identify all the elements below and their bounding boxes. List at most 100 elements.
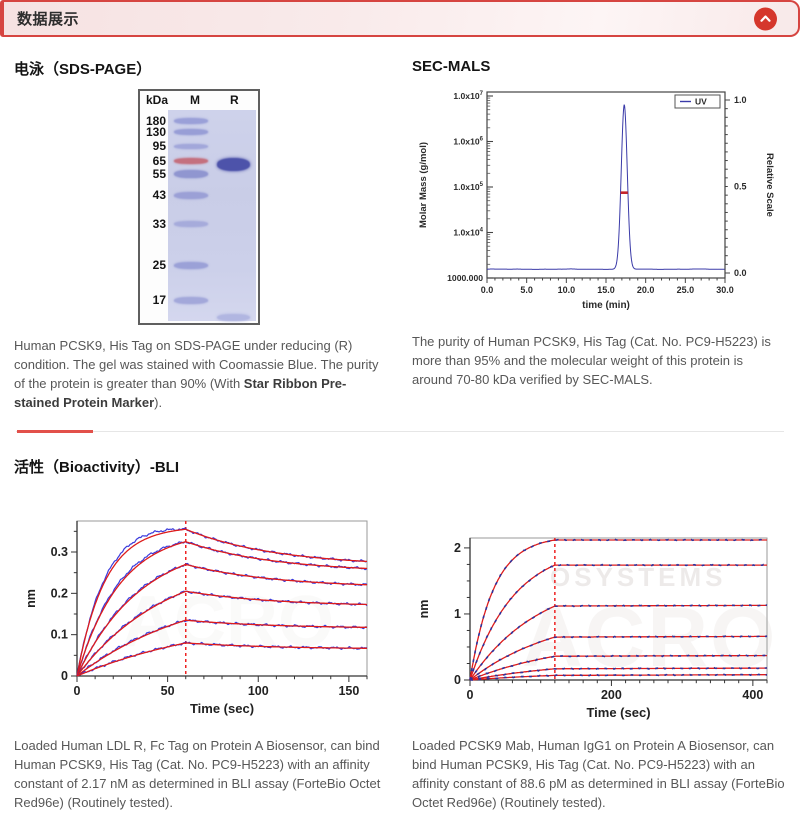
page-title: 数据展示 [17,11,80,28]
svg-text:0.2: 0.2 [51,586,68,600]
svg-text:0.3: 0.3 [51,545,68,559]
marker-product-name: Star Ribbon Pre-stained Protein Marker [14,375,347,410]
svg-text:Time (sec): Time (sec) [190,701,254,716]
sds-page-caption: Human PCSK9, His Tag on SDS-PAGE under r… [14,337,388,413]
svg-text:1: 1 [454,607,461,621]
svg-text:UV: UV [695,97,707,107]
svg-text:0.0: 0.0 [481,285,494,295]
svg-text:50: 50 [161,684,175,698]
gel-ladder-band [174,296,208,304]
svg-text:2: 2 [454,541,461,555]
svg-text:400: 400 [742,688,763,702]
svg-text:1.0x104: 1.0x104 [453,228,483,238]
data-curve [469,563,767,681]
gel-sample-band [217,313,250,321]
data-curve [76,541,368,676]
fit-curve [76,563,368,677]
svg-text:0.1: 0.1 [51,628,68,642]
svg-text:1.0x107: 1.0x107 [453,91,483,101]
data-display-header: 数据展示 [0,0,800,37]
row-electrophoresis-secmals: 电泳（SDS-PAGE） kDa M R 180 130 95 65 55 43 33 25 17 H… [14,58,786,413]
bli-axes: 0 200 400 0 1 2 Time (sec) nm [417,537,768,720]
svg-text:15.0: 15.0 [597,285,615,295]
svg-text:OSYSTEMS: OSYSTEMS [550,562,726,592]
svg-text:200: 200 [601,688,622,702]
section-sec-mals: SEC-MALS 0.0 5.0 10.0 15.0 20.0 25.0 30.0 time … [412,58,786,413]
data-curve [76,641,368,677]
svg-text:1.0x105: 1.0x105 [453,182,483,192]
gel-marker-label: 43 [152,188,166,202]
section-divider [16,429,784,433]
svg-text:150: 150 [338,684,359,698]
svg-text:0: 0 [74,684,81,698]
data-curve [469,673,767,681]
bli-left-block: ACRO 0 50 100 150 0 0.1 0.2 0.3 Time (sec) nm Load… [14,513,388,813]
bli-series [469,538,768,681]
gel-marker-label: 55 [152,167,166,181]
chevron-up-icon [759,12,772,25]
data-curve [469,538,768,680]
fit-curve [76,590,367,677]
gel-ladder-band [174,170,208,178]
svg-text:Relative Scale: Relative Scale [764,153,775,217]
svg-text:time (min): time (min) [582,300,630,311]
sds-page-gel-figure: kDa M R 180 130 95 65 55 43 33 25 17 [138,89,388,325]
gel-marker-label: 65 [152,154,166,168]
gel-sample-band [217,157,250,171]
sec-axes: 0.0 5.0 10.0 15.0 20.0 25.0 30.0 time (min) 1.0x… [418,91,775,311]
caption-text: Human PCSK9, His Tag on SDS-PAGE under r… [14,338,379,391]
gel-ladder-band [174,118,208,124]
gel-ladder-band [174,158,208,164]
fit-curve [469,635,767,681]
fit-curve [76,540,368,677]
svg-text:1.0x106: 1.0x106 [453,137,483,147]
caption-text-end: ). [154,394,163,410]
sec-mals-title: SEC-MALS [412,58,491,75]
gel-lane-area [168,110,256,321]
svg-text:100: 100 [248,684,269,698]
gel-marker-label: 33 [152,217,166,231]
bli-left-caption: Loaded Human LDL R, Fc Tag on Protein A … [14,737,381,810]
svg-text:5.0: 5.0 [520,285,533,295]
svg-text:nm: nm [417,600,431,619]
bioactivity-title: 活性（Bioactivity）-BLI [14,458,180,476]
gel-ladder-band [174,221,208,227]
gel-marker-label: 180 [145,114,166,128]
gel-marker-label: 95 [152,139,166,153]
gel-marker-label: 25 [152,258,166,272]
svg-text:Molar Mass (g/mol): Molar Mass (g/mol) [418,142,429,228]
fit-curve [76,642,367,677]
gel-col-header-kda: kDa [146,93,169,107]
fit-curve [76,528,367,676]
sds-page-title: 电泳（SDS-PAGE） [14,61,152,78]
gel-image: kDa M R 180 130 95 65 55 43 33 25 17 [138,89,260,325]
divider-accent [17,429,93,433]
data-curve [469,654,768,681]
gel-marker-label: 130 [145,125,166,139]
section-sds-page: 电泳（SDS-PAGE） kDa M R 180 130 95 65 55 43 33 25 17 H… [14,58,388,413]
sec-uv-curve [487,104,725,270]
svg-text:0: 0 [467,688,474,702]
row-bli-charts: ACRO 0 50 100 150 0 0.1 0.2 0.3 Time (sec) nm Load… [14,513,786,813]
svg-text:0.0: 0.0 [734,268,747,278]
bli-axes: 0 50 100 150 0 0.1 0.2 0.3 Time (sec) nm [24,520,368,716]
fit-curve [469,667,767,681]
gel-col-header-m: M [190,93,200,107]
sec-mals-caption: The purity of Human PCSK9, His Tag (Cat.… [412,334,771,387]
svg-text:1000.000: 1000.000 [447,273,483,283]
content-area: 电泳（SDS-PAGE） kDa M R 180 130 95 65 55 43 33 25 17 H… [0,37,800,813]
svg-text:30.0: 30.0 [716,285,734,295]
svg-text:nm: nm [24,589,38,608]
gel-ladder-band [174,129,208,135]
sec-mals-chart: 0.0 5.0 10.0 15.0 20.0 25.0 30.0 time (min) 1.0x… [418,91,775,311]
svg-text:0: 0 [454,673,461,687]
svg-text:20.0: 20.0 [637,285,655,295]
svg-text:0.5: 0.5 [734,182,747,192]
scroll-to-top-button[interactable] [754,7,777,30]
gel-ladder-band [174,261,208,269]
gel-marker-label: 17 [152,293,166,307]
sec-legend: UV [674,94,721,109]
gel-ladder-band [174,143,208,149]
